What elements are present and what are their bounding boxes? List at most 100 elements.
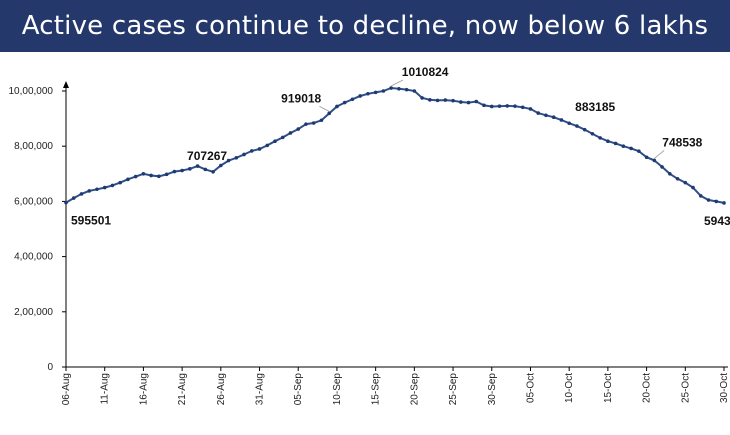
data-point <box>280 135 285 140</box>
data-point <box>273 139 277 144</box>
y-tick-label: 10,00,000 <box>9 86 54 97</box>
data-point <box>528 107 533 111</box>
data-point <box>342 100 347 105</box>
data-point <box>288 131 293 135</box>
data-point <box>451 98 455 103</box>
data-point <box>668 172 672 176</box>
data-point <box>242 152 246 157</box>
data-point <box>319 118 324 123</box>
data-point <box>606 139 610 144</box>
data-point <box>126 177 130 182</box>
x-tick-label: 21-Aug <box>177 373 188 405</box>
data-point <box>64 200 68 205</box>
y-tick-label: 0 <box>47 362 53 373</box>
x-tick-label: 16-Aug <box>138 373 149 405</box>
data-point <box>489 104 494 109</box>
data-point <box>505 104 510 108</box>
data-point <box>637 149 641 153</box>
x-tick-label: 20-Oct <box>642 373 653 403</box>
data-point <box>110 183 115 188</box>
data-point <box>211 169 215 174</box>
x-tick-label: 15-Oct <box>603 373 614 403</box>
y-tick-label: 8,00,000 <box>14 141 53 152</box>
x-tick-label: 30-Sep <box>487 373 498 406</box>
line-chart: 0 2,00,000 4,00,000 6,00,000 8,00,000 10,00,0… <box>9 65 730 406</box>
data-label: 5943 <box>704 214 730 228</box>
series-line <box>65 86 725 204</box>
y-tick-label: 6,00,000 <box>14 196 53 207</box>
data-point <box>149 173 153 178</box>
data-point <box>698 194 703 198</box>
data-point <box>466 100 471 105</box>
data-point <box>141 172 146 176</box>
annotation-leader <box>319 105 330 112</box>
data-point <box>257 147 262 151</box>
data-label: 919018 <box>281 91 321 105</box>
x-tick-label: 10-Sep <box>332 373 343 406</box>
data-point <box>520 105 525 110</box>
annotation-leader <box>390 79 404 87</box>
data-point <box>203 167 208 172</box>
data-point <box>590 131 595 136</box>
data-point <box>157 174 161 179</box>
data-point <box>373 90 378 95</box>
data-point <box>435 98 440 103</box>
data-point <box>226 158 231 163</box>
data-point <box>675 176 680 181</box>
data-point <box>575 124 579 128</box>
data-label: 1010824 <box>402 65 449 79</box>
data-point <box>71 196 76 200</box>
data-point <box>358 94 362 98</box>
data-label: 748538 <box>662 135 702 149</box>
x-tick-label: 20-Sep <box>409 373 420 406</box>
data-point <box>366 91 370 96</box>
data-point <box>544 113 548 118</box>
x-tick-label: 25-Sep <box>448 373 459 406</box>
y-axis-arrow <box>63 81 69 88</box>
data-point <box>311 121 316 125</box>
x-tick-label: 05-Sep <box>293 373 304 406</box>
data-point <box>172 169 177 174</box>
data-point <box>722 201 726 205</box>
chart-title: Active cases continue to decline, now be… <box>21 11 709 41</box>
data-point <box>598 136 602 140</box>
data-point <box>79 192 84 196</box>
data-point <box>249 149 254 153</box>
data-point <box>428 98 432 102</box>
data-point <box>188 167 192 171</box>
data-point <box>350 97 355 102</box>
data-point <box>621 144 626 148</box>
x-tick-label: 31-Aug <box>255 373 266 405</box>
x-tick-label: 11-Aug <box>100 373 111 405</box>
data-point <box>443 98 448 102</box>
data-point <box>691 185 695 190</box>
x-tick-label: 05-Oct <box>525 373 536 403</box>
data-point <box>551 115 556 120</box>
data-point <box>296 127 301 131</box>
data-point <box>652 158 657 163</box>
data-point <box>420 96 424 100</box>
data-point <box>582 127 587 132</box>
x-tick-label: 25-Oct <box>680 373 691 403</box>
data-point <box>304 122 308 126</box>
data-point <box>404 87 409 92</box>
data-point <box>644 155 649 160</box>
data-point <box>714 199 719 204</box>
chart-area: 0 2,00,000 4,00,000 6,00,000 8,00,000 10,00,0… <box>0 52 730 430</box>
data-point <box>683 180 688 185</box>
data-point <box>397 86 401 91</box>
x-tick-label: 15-Sep <box>371 373 382 406</box>
x-tick-label: 10-Oct <box>564 373 575 403</box>
data-point <box>219 163 223 168</box>
data-label: 883185 <box>575 100 615 114</box>
data-point <box>706 198 711 202</box>
data-label: 595501 <box>71 214 111 228</box>
data-point <box>327 111 332 116</box>
data-point <box>381 89 386 93</box>
data-point <box>660 165 664 169</box>
data-point <box>234 155 239 160</box>
data-point <box>412 89 417 93</box>
data-point <box>133 174 138 179</box>
chart-title-banner: Active cases continue to decline, now be… <box>0 0 730 52</box>
data-point <box>482 103 486 108</box>
